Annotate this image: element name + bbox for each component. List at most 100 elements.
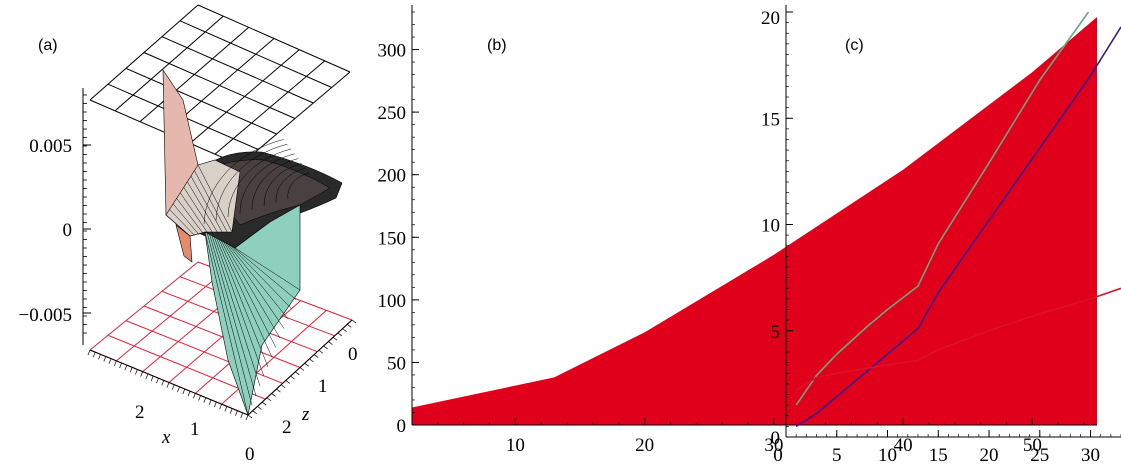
mesh-line — [232, 246, 297, 300]
mesh-line — [180, 192, 209, 235]
mesh-line — [230, 245, 293, 310]
grid-line — [239, 71, 351, 166]
y-tick-label: 0 — [397, 416, 407, 437]
mesh-line — [176, 198, 205, 235]
series-line-3 — [795, 287, 1121, 391]
tick-mark — [328, 341, 333, 345]
panel-a-depth-tick-label: 2 — [282, 417, 292, 438]
mesh-line — [216, 238, 269, 368]
panel-a-x-axis-label: x — [161, 427, 171, 448]
panel-a-x-tick-label: 0 — [245, 444, 255, 465]
panel-a-tick-label: 0.005 — [29, 136, 72, 157]
tick-mark — [161, 380, 165, 386]
tick-mark — [177, 386, 180, 392]
tick-mark — [224, 406, 228, 412]
x-tick-label: 10 — [878, 445, 897, 466]
tick-mark — [313, 354, 319, 358]
y-tick-label: 10 — [761, 216, 780, 237]
y-tick-label: 20 — [761, 8, 780, 29]
mesh-line — [187, 181, 219, 234]
tick-mark — [103, 356, 107, 362]
panel-c-series — [795, 11, 1121, 428]
tick-mark — [290, 375, 295, 380]
tick-mark — [156, 378, 159, 384]
tick-mark — [219, 404, 222, 410]
surface-mesh-lines — [165, 139, 310, 416]
tick-mark — [150, 375, 154, 382]
panel-a-surface-plot: (a) 0.005 0 −0.005 2 1 0 — [19, 4, 358, 465]
tick-mark — [198, 395, 201, 401]
tick-mark — [140, 371, 143, 377]
mesh-line — [172, 203, 200, 236]
tick-mark — [261, 401, 267, 406]
tick-mark — [145, 373, 149, 379]
x-tick-label: 15 — [929, 445, 948, 466]
x-tick-label: 30 — [1081, 445, 1100, 466]
tick-mark — [119, 362, 122, 369]
y-tick-label: 300 — [378, 41, 407, 62]
panel-a-x-axis-ticks — [87, 319, 357, 421]
tick-mark — [135, 369, 138, 375]
tick-mark — [332, 336, 338, 341]
x-tick-label: 25 — [1030, 445, 1049, 466]
mesh-arc — [251, 158, 299, 210]
tick-mark — [276, 388, 281, 393]
tick-mark — [92, 352, 96, 358]
tick-mark — [295, 371, 300, 376]
x-tick-label: 5 — [832, 445, 842, 466]
tick-mark — [299, 367, 305, 371]
tick-mark — [208, 399, 212, 405]
panel-a-surface — [162, 68, 343, 417]
y-tick-label: 50 — [387, 353, 406, 374]
panel-a-tick-label: −0.005 — [19, 305, 72, 326]
tick-mark — [342, 328, 347, 332]
panel-c-y-ticks: 0 5 10 15 20 — [761, 8, 793, 449]
mesh-line — [197, 164, 233, 233]
mesh-line — [190, 175, 223, 234]
panel-a-depth-tick-label: 1 — [318, 376, 328, 397]
tick-mark — [285, 380, 291, 384]
panel-a-top-plane-grid — [89, 4, 351, 166]
mesh-line — [209, 234, 257, 396]
tick-mark — [240, 412, 244, 418]
tick-mark — [214, 401, 217, 408]
x-tick-label: 20 — [980, 445, 999, 466]
panel-a-depth-axis-label: z — [301, 404, 310, 425]
panel-b-area-fill — [412, 17, 1097, 425]
y-tick-label: 200 — [378, 166, 407, 187]
panel-a-tick-label: 0 — [63, 220, 73, 241]
surface-teal-blade — [204, 204, 301, 417]
mesh-arc — [287, 172, 310, 200]
tick-mark — [266, 397, 272, 402]
tick-mark — [129, 367, 133, 373]
x-tick-label: 10 — [506, 435, 525, 456]
mesh-line — [211, 235, 261, 387]
panel-a-x-tick-label: 1 — [190, 419, 200, 440]
y-tick-label: 0 — [771, 428, 781, 449]
mesh-line — [207, 233, 253, 406]
tick-mark — [166, 382, 170, 388]
tick-mark — [108, 358, 112, 364]
mesh-line — [194, 170, 228, 233]
series-line-2 — [795, 26, 1121, 428]
y-tick-label: 5 — [771, 322, 781, 343]
tick-mark — [351, 319, 357, 324]
tick-mark — [318, 349, 324, 354]
tick-mark — [271, 393, 276, 397]
panel-c-x-ticks: 0 5 10 15 20 25 30 — [773, 430, 1100, 466]
tick-mark — [193, 393, 196, 399]
panel-a-depth-tick-label: 0 — [348, 344, 358, 365]
x-tick-label: 50 — [1023, 435, 1042, 456]
tick-mark — [252, 410, 257, 414]
tick-mark — [257, 406, 262, 410]
mesh-line — [218, 239, 273, 358]
tick-mark — [124, 365, 128, 371]
x-tick-label: 0 — [773, 445, 783, 466]
tick-mark — [98, 354, 101, 360]
panel-c-label: (c) — [845, 37, 864, 54]
mesh-line — [234, 247, 301, 291]
mesh-line — [183, 187, 214, 234]
tick-mark — [323, 345, 328, 350]
mesh-line — [227, 244, 289, 320]
